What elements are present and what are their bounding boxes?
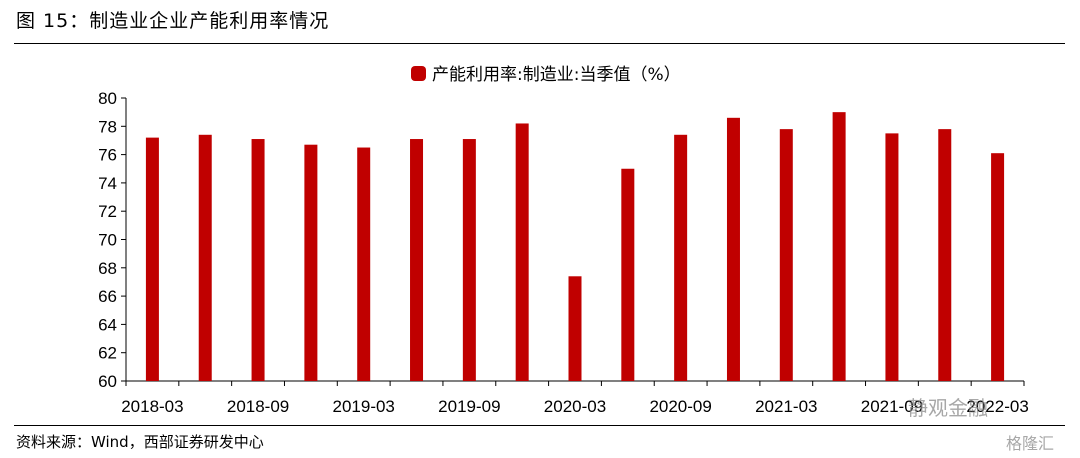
bottom-rule xyxy=(14,425,1065,426)
top-rule xyxy=(14,43,1065,44)
bar-2019-06 xyxy=(410,139,424,381)
watermark-text: 静观金融 xyxy=(908,396,988,420)
y-tick-label: 62 xyxy=(98,344,117,363)
figure-title: 图 15：制造业企业产能利用率情况 xyxy=(16,10,330,32)
y-tick-label: 70 xyxy=(98,231,117,250)
bar-2019-09 xyxy=(462,139,476,381)
bar-2020-06 xyxy=(621,168,635,381)
x-tick-label: 2021-09 xyxy=(861,397,923,416)
y-axis: 60 62 64 66 68 70 72 74 76 78 80 xyxy=(98,89,127,391)
x-tick-label: 2019-03 xyxy=(333,397,395,416)
y-tick-label: 78 xyxy=(98,117,117,136)
x-tick-label: 2020-03 xyxy=(544,397,606,416)
x-tick-label: 2021-03 xyxy=(755,397,817,416)
y-tick-label: 76 xyxy=(98,146,117,165)
bar-2020-09 xyxy=(674,134,688,381)
bar-2018-03 xyxy=(145,137,159,381)
y-tick-label: 60 xyxy=(98,372,117,391)
y-tick-label: 72 xyxy=(98,202,117,221)
legend-swatch xyxy=(411,66,426,81)
y-tick-label: 80 xyxy=(98,89,117,108)
x-tick-label: 2022-03 xyxy=(966,397,1028,416)
bar-2022-03 xyxy=(991,153,1005,381)
bar-2019-12 xyxy=(515,123,529,381)
x-tick-label: 2019-09 xyxy=(438,397,500,416)
legend: 产能利用率:制造业:当季值（%） xyxy=(411,65,681,85)
y-tick-label: 68 xyxy=(98,259,117,278)
bar-2021-09 xyxy=(885,133,899,381)
bar-2021-03 xyxy=(779,129,793,381)
x-tick-label: 2018-09 xyxy=(227,397,289,416)
source-note: 资料来源：Wind，西部证券研发中心 xyxy=(16,433,264,451)
bar-2019-03 xyxy=(357,147,371,381)
bar-2018-09 xyxy=(251,139,265,381)
bar-2018-06 xyxy=(198,134,212,381)
y-tick-label: 64 xyxy=(98,315,117,334)
x-axis: 2018-03 2018-09 2019-03 2019-09 2020-03 2020-… xyxy=(121,380,1029,416)
bar-2021-06 xyxy=(832,112,846,382)
legend-label: 产能利用率:制造业:当季值（%） xyxy=(432,65,681,85)
x-tick-label: 2018-03 xyxy=(121,397,183,416)
y-tick-label: 74 xyxy=(98,174,117,193)
bar-2020-03 xyxy=(568,276,582,381)
y-tick-label: 66 xyxy=(98,287,117,306)
bar-2018-12 xyxy=(304,144,318,381)
x-tick-label: 2020-09 xyxy=(649,397,711,416)
bar-2020-12 xyxy=(726,117,740,381)
bars xyxy=(145,112,1005,382)
watermark-logo-text: 格隆汇 xyxy=(1006,434,1055,453)
bar-2021-12 xyxy=(938,129,952,381)
